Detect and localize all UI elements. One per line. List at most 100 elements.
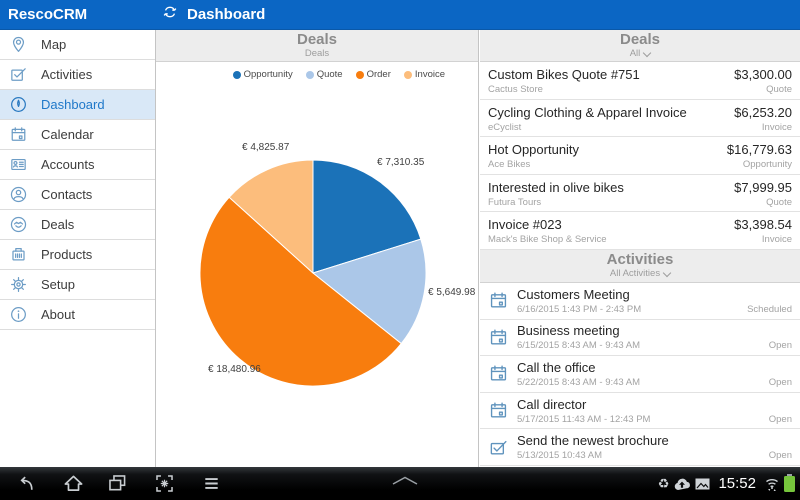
deal-name: Custom Bikes Quote #751 bbox=[488, 67, 640, 82]
legend-item-order: Order bbox=[355, 69, 391, 80]
activity-status: Open bbox=[768, 340, 792, 352]
sidebar-item-calendar[interactable]: Calendar bbox=[0, 120, 155, 150]
deals-chart-title: Deals bbox=[296, 31, 338, 48]
activity-time: 6/15/2015 8:43 AM - 9:43 AM bbox=[517, 340, 641, 352]
sync-refresh-button[interactable] bbox=[159, 4, 181, 26]
sidebar-item-products[interactable]: Products bbox=[0, 240, 155, 270]
deal-name: Cycling Clothing & Apparel Invoice bbox=[488, 104, 687, 120]
clock: 15:52 bbox=[718, 475, 756, 492]
accounts-card-icon bbox=[9, 155, 28, 174]
deal-row-cycling-clothing-apparel-invoice[interactable]: Cycling Clothing & Apparel Invoice $6,25… bbox=[480, 100, 800, 138]
chevron-down-icon bbox=[662, 268, 672, 278]
activity-row-business-meeting[interactable]: Business meeting 6/15/2015 8:43 AM - 9:4… bbox=[480, 320, 800, 357]
sidebar-item-dashboard[interactable]: Dashboard bbox=[0, 90, 155, 120]
sidebar-item-setup[interactable]: Setup bbox=[0, 270, 155, 300]
wifi-icon bbox=[766, 478, 778, 491]
pie-chart-area: Opportunity Quote Order Invoice € 7,310.35 … bbox=[156, 62, 478, 467]
activity-title: Call the office bbox=[517, 359, 596, 375]
activity-title: Customers Meeting bbox=[517, 286, 630, 302]
contacts-person-icon bbox=[9, 185, 28, 204]
deal-row-invoice-023[interactable]: Invoice #023 $3,398.54 Mack's Bike Shop … bbox=[480, 212, 800, 250]
deal-row-interested-in-olive-bikes[interactable]: Interested in olive bikes $7,999.95 Futu… bbox=[480, 175, 800, 213]
activity-time: 5/13/2015 10:43 AM bbox=[517, 450, 603, 462]
task-check-icon bbox=[488, 437, 509, 458]
deal-account: eCyclist bbox=[488, 121, 522, 133]
deal-type: Invoice bbox=[761, 234, 792, 246]
deal-amount: $16,779.63 bbox=[726, 142, 792, 158]
deals-chart-header: Deals Deals bbox=[156, 30, 478, 62]
activity-time: 5/17/2015 11:43 AM - 12:43 PM bbox=[517, 413, 651, 425]
legend-dot-icon bbox=[232, 70, 241, 79]
legend-item-invoice: Invoice bbox=[403, 69, 445, 80]
sidebar-item-map[interactable]: Map bbox=[0, 30, 155, 60]
deals-list-title: Deals bbox=[619, 31, 661, 48]
screenshot-icon bbox=[155, 475, 173, 492]
pie-value-label-quote: € 5,649.98 bbox=[428, 287, 476, 298]
legend-dot-icon bbox=[355, 70, 364, 79]
activity-row-call-the-office[interactable]: Call the office 5/22/2015 8:43 AM - 9:43… bbox=[480, 356, 800, 393]
deals-filter-dropdown[interactable]: All bbox=[630, 48, 652, 59]
recycle-notification-icon: ♻ bbox=[657, 476, 670, 491]
pie-value-label-opportunity: € 7,310.35 bbox=[377, 157, 425, 168]
pie-slice-invoice[interactable] bbox=[228, 159, 314, 275]
activity-status: Scheduled bbox=[747, 303, 792, 315]
activities-header: Activities All Activities bbox=[480, 249, 800, 283]
activity-status: Open bbox=[768, 450, 792, 462]
deal-account: Cactus Store bbox=[488, 84, 543, 95]
chevron-up-icon bbox=[392, 476, 418, 485]
calendar-icon bbox=[488, 400, 509, 421]
products-box-icon bbox=[9, 245, 28, 264]
deal-row-hot-opportunity[interactable]: Hot Opportunity $16,779.63 Ace Bikes Opp… bbox=[480, 137, 800, 175]
pie-value-label-invoice: € 4,825.87 bbox=[242, 142, 290, 153]
deal-type: Opportunity bbox=[742, 159, 792, 171]
deal-amount: $6,253.20 bbox=[734, 104, 792, 120]
deal-account: Mack's Bike Shop & Service bbox=[488, 234, 607, 246]
sidebar-item-contacts[interactable]: Contacts bbox=[0, 180, 155, 210]
sidebar-item-about[interactable]: About bbox=[0, 300, 155, 330]
activities-list: Customers Meeting 6/16/2015 1:43 PM - 2:… bbox=[480, 283, 800, 466]
page-title: Dashboard bbox=[187, 6, 266, 23]
recent-apps-icon bbox=[108, 475, 125, 491]
menu-button[interactable] bbox=[197, 471, 225, 496]
chart-legend: Opportunity Quote Order Invoice bbox=[232, 69, 445, 80]
screenshot-button[interactable] bbox=[150, 471, 178, 496]
back-icon bbox=[20, 476, 33, 490]
back-button[interactable] bbox=[12, 471, 40, 496]
pie-slice-quote[interactable] bbox=[311, 238, 427, 345]
activities-check-icon bbox=[9, 65, 28, 84]
activity-time: 6/16/2015 1:43 PM - 2:43 PM bbox=[517, 303, 642, 315]
deal-type: Quote bbox=[766, 84, 792, 95]
recent-apps-button[interactable] bbox=[103, 471, 131, 496]
activity-title: Send the newest brochure bbox=[517, 433, 669, 449]
activities-filter-dropdown[interactable]: All Activities bbox=[610, 268, 672, 279]
deal-row-custom-bikes-quote-751[interactable]: Custom Bikes Quote #751 $3,300.00 Cactus… bbox=[480, 62, 800, 100]
activities-title: Activities bbox=[606, 251, 674, 269]
deal-amount: $7,999.95 bbox=[734, 179, 792, 195]
sidebar-item-accounts[interactable]: Accounts bbox=[0, 150, 155, 180]
expand-caret-handle[interactable] bbox=[390, 473, 420, 487]
activity-row-call-director[interactable]: Call director 5/17/2015 11:43 AM - 12:43… bbox=[480, 393, 800, 430]
calendar-icon bbox=[488, 327, 509, 348]
calendar-icon bbox=[488, 363, 509, 384]
activity-row-customers-meeting[interactable]: Customers Meeting 6/16/2015 1:43 PM - 2:… bbox=[480, 283, 800, 320]
deal-amount: $3,398.54 bbox=[734, 217, 792, 233]
sidebar-item-deals[interactable]: Deals bbox=[0, 210, 155, 240]
activity-row-send-the-newest-brochure[interactable]: Send the newest brochure 5/13/2015 10:43… bbox=[480, 429, 800, 466]
status-tray[interactable]: ♻ 15:52 bbox=[658, 467, 795, 500]
deal-name: Invoice #023 bbox=[488, 217, 562, 233]
sidebar-item-activities[interactable]: Activities bbox=[0, 60, 155, 90]
app-brand: RescoCRM bbox=[8, 6, 88, 23]
menu-icon bbox=[204, 478, 218, 489]
app-top-bar: RescoCRM Dashboard bbox=[0, 0, 800, 30]
about-info-icon bbox=[9, 305, 28, 324]
chevron-down-icon bbox=[643, 48, 652, 57]
pie-slice-order[interactable] bbox=[199, 196, 402, 387]
deal-type: Quote bbox=[766, 196, 792, 208]
legend-item-quote: Quote bbox=[305, 69, 343, 80]
deals-chart-panel: Deals Deals Opportunity Quote Order Invoice… bbox=[156, 30, 479, 467]
home-icon bbox=[64, 475, 82, 491]
setup-gear-icon bbox=[9, 275, 28, 294]
home-button[interactable] bbox=[59, 471, 87, 496]
map-pin-icon bbox=[9, 35, 28, 54]
pie-slice-opportunity[interactable] bbox=[312, 159, 422, 274]
